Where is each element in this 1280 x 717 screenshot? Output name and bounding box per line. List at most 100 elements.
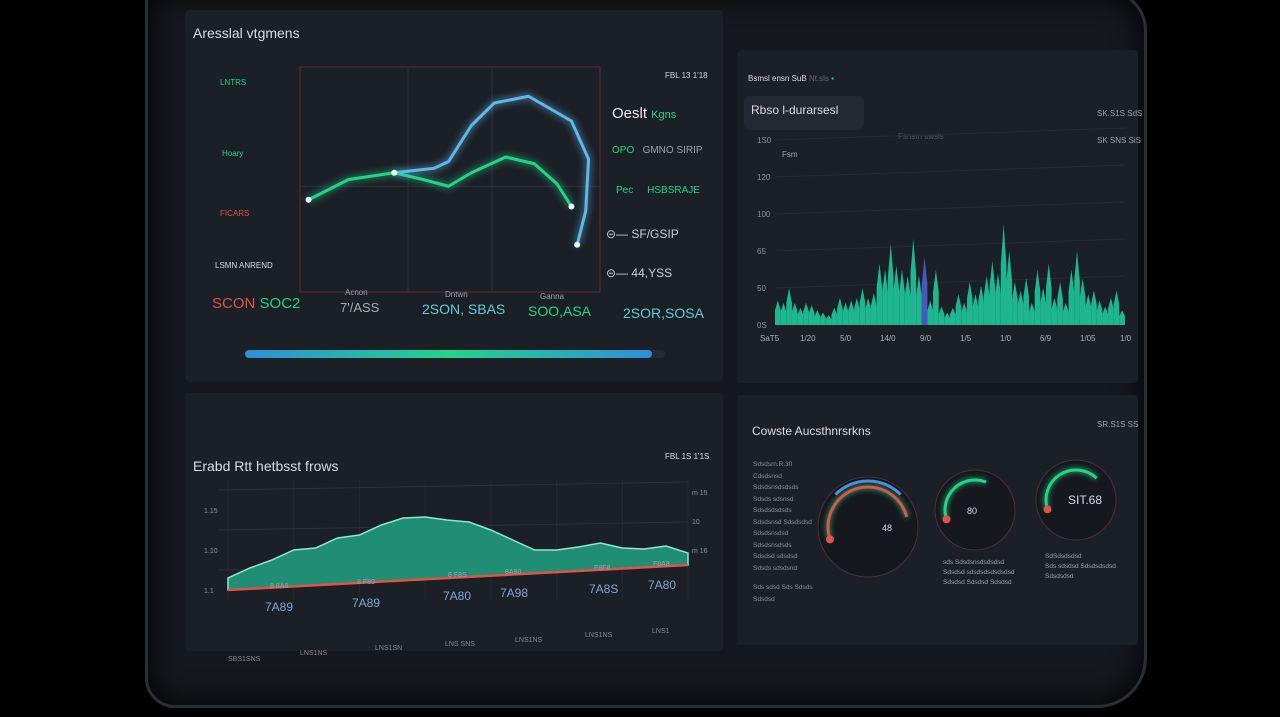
callout-value: 7A98 [500,586,529,600]
bar [859,288,866,325]
gauge-dial [817,476,919,578]
overview-panel [185,10,723,382]
bar [916,275,922,325]
side-label: Hoary [222,149,244,158]
list-item: Sdsds sdsnsd [753,495,794,503]
bar [904,275,911,325]
list-item: Sdsdsnsd Sdsdsdsd [753,518,812,526]
grid-line [217,481,689,491]
tab[interactable]: Bsmsl ensn SuB Nt.sls ▪ [748,74,835,83]
axis-label: SBS1SNS [228,656,261,663]
bar [1119,310,1125,325]
series-label: Fsm [782,150,798,159]
callout-value: 7A89 [352,596,381,610]
callout-value: 7A80 [648,578,677,592]
bar [814,310,821,325]
list-item: Cdsdsnsd [753,472,782,480]
stat-value: SOO,ASA [528,303,592,319]
callout-label: F8F8 [594,565,611,572]
line-series-0 [307,155,573,208]
y-tick: 1S0 [757,136,772,145]
axis-label: LNS1 [652,628,670,635]
x-tick: Acnon [345,288,368,297]
x-tick: Ganna [540,292,565,301]
bar [938,306,945,325]
bar [921,257,928,325]
bar [803,302,809,325]
callout-label: F8A8 [653,561,670,568]
area-series [227,516,689,591]
corner-label: FBL 1S 1'1S [665,452,710,461]
callout-label: 8 F80 [357,579,375,586]
bar [1006,251,1013,325]
side-label: FICARS [220,209,250,218]
bar [876,263,883,325]
bar [1091,290,1097,325]
legend-row: ⊝— 44,YSS [606,266,673,280]
progress-bar [245,350,665,358]
list-item: Sds sdsd Sds Sdsds [753,584,813,591]
bar [786,288,792,325]
grid-line [774,164,1126,178]
bar [1113,290,1120,325]
corner-label: SR.S1S SS [1097,420,1139,429]
area-chart: 1.1 1.10 1.15 m 16 10 m 15 [204,480,708,600]
bar [1068,269,1075,325]
bar [808,305,815,325]
y-tick: 50 [757,284,766,293]
bar [1023,278,1030,325]
bar [1102,306,1109,325]
stat-value: 7'/ASS [340,300,380,315]
axis-label: LNS1NS [515,637,543,644]
list-item: Sdsdsd [753,595,775,603]
bar [910,238,917,325]
callout-label: 8 F8S [448,572,467,579]
gauge-caption: Sds sdsdsd Sdsdsdsdsd [1045,563,1116,570]
axis-label: LNS1NS [585,632,613,639]
gauge-value: 80 [967,506,977,516]
grid-line [774,201,1126,215]
panel-corner-label: FBL 13 1'18 [665,71,708,80]
y-tick: 10 [692,519,700,526]
gauge-marker [1043,505,1052,514]
x-tick: 14/0 [880,334,896,343]
bar [983,275,990,325]
corner-label: SK.S1S SdS [1097,109,1143,118]
data-point [568,203,575,210]
x-tick: 1/05 [1080,334,1096,343]
y-tick: 1.1 [204,588,214,595]
bar [950,307,956,325]
bar [820,312,826,325]
bar [870,292,877,325]
bar [1029,302,1035,325]
bar [927,300,934,325]
baseline [227,563,689,592]
bar [899,269,905,325]
bar [1045,263,1052,325]
bar [854,297,860,325]
bar [1074,251,1080,325]
bar [961,302,967,325]
bar [1062,302,1069,325]
stat-value: SCON SOC2 [212,295,301,312]
bar [848,300,855,325]
data-point [391,169,398,176]
panel-title: Rbso l-durarsesl [751,103,839,117]
bar [933,269,939,325]
gauge-arc [1044,468,1098,510]
callout-value: 7A8S [589,582,619,596]
x-tick: 1/0 [1120,334,1132,343]
bar [978,285,984,325]
legend-row: OPO GMNO SIRIP [612,145,703,156]
title-card [744,96,864,130]
bar [1057,281,1063,325]
data-point [574,241,581,248]
bar-chart: 0S 50 65 100 120 1S0 SaT5 1/20 5/0 14/0 9/0 1/5 1/0 6… [757,127,1132,343]
legend-row: ⊝— SF/GSIP [606,227,679,241]
subtitle: Fsnsm swsls [898,132,944,141]
callout-value: 7A89 [265,600,294,614]
axis-label: LNS1SN [375,645,403,652]
bar [1034,269,1041,325]
y-tick: 100 [757,210,771,219]
